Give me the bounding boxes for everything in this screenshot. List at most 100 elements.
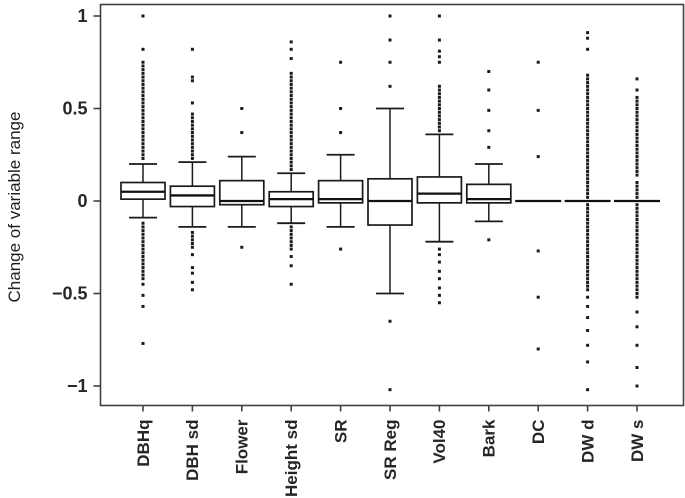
outlier-dot xyxy=(190,266,194,270)
outlier-dot xyxy=(635,203,639,207)
outlier-dot xyxy=(586,114,590,118)
outlier-dot xyxy=(289,105,293,109)
outlier-dot xyxy=(635,236,639,240)
outlier-dot xyxy=(141,255,145,258)
outlier-dot xyxy=(141,134,145,138)
outlier-dot xyxy=(635,132,639,136)
outlier-dot xyxy=(190,280,194,284)
outlier-dot xyxy=(635,221,639,225)
outlier-dot xyxy=(141,90,145,94)
y-tick-label: −1 xyxy=(67,376,88,396)
outlier-dot xyxy=(289,112,293,116)
outlier-dot xyxy=(635,110,639,114)
x-tick-label: Height sd xyxy=(282,420,301,497)
outlier-dot xyxy=(289,86,293,90)
x-tick-label: Flower xyxy=(233,419,252,474)
outlier-dot xyxy=(437,301,441,305)
outliers xyxy=(586,31,590,392)
outlier-dot xyxy=(437,247,441,251)
outlier-dot xyxy=(635,240,639,244)
outlier-dot xyxy=(586,288,590,292)
outlier-dot xyxy=(586,192,590,196)
outlier-dot xyxy=(141,232,145,236)
outlier-dot xyxy=(635,232,639,236)
outlier-dot xyxy=(190,101,194,105)
outlier-dot xyxy=(586,125,590,129)
box-bark xyxy=(465,70,512,242)
outlier-dot xyxy=(635,295,639,299)
y-axis-title: Change of variable range xyxy=(5,111,24,303)
outlier-dot xyxy=(437,253,441,257)
outlier-dot xyxy=(635,144,639,147)
outlier-dot xyxy=(388,319,392,323)
outlier-dot xyxy=(437,277,441,281)
outliers xyxy=(388,14,392,392)
outlier-dot xyxy=(586,88,590,92)
outlier-dot xyxy=(289,149,293,153)
outlier-dot xyxy=(289,229,293,233)
outlier-dot xyxy=(437,103,441,107)
outlier-dot xyxy=(586,221,590,225)
outlier-dot xyxy=(141,82,145,86)
outlier-dot xyxy=(635,121,639,125)
outlier-dot xyxy=(289,82,293,86)
outlier-dot xyxy=(635,103,639,107)
outlier-dot xyxy=(141,156,145,160)
outlier-dot xyxy=(635,266,639,270)
outlier-dot xyxy=(141,277,145,281)
outlier-dot xyxy=(586,147,590,151)
outlier-dot xyxy=(586,73,590,77)
outlier-dot xyxy=(289,232,293,236)
x-tick-label: SR Reg xyxy=(381,420,400,480)
outlier-dot xyxy=(635,181,639,184)
outlier-dot xyxy=(437,286,441,290)
outlier-dot xyxy=(635,107,639,110)
outlier-dot xyxy=(289,282,293,286)
outlier-dot xyxy=(586,169,590,173)
outlier-dot xyxy=(586,262,590,266)
outlier-dot xyxy=(586,110,590,114)
outlier-dot xyxy=(635,140,639,144)
y-tick-label: 0.5 xyxy=(62,99,87,119)
outlier-dot xyxy=(586,77,590,81)
outlier-dot xyxy=(586,236,590,240)
outlier-dot xyxy=(289,142,293,146)
outlier-dot xyxy=(141,273,145,277)
outlier-dot xyxy=(586,269,590,273)
outlier-dot xyxy=(289,153,293,157)
outlier-dot xyxy=(141,258,145,262)
outlier-dot xyxy=(190,142,194,146)
outlier-dot xyxy=(141,236,145,240)
x-axis: DBHq DBH sd Flower Height sd SR SR Reg Vol40 Ba… xyxy=(134,405,647,497)
outlier-dot xyxy=(141,127,145,131)
outlier-dot xyxy=(635,343,639,347)
outlier-dot xyxy=(586,184,590,188)
outlier-dot xyxy=(635,258,639,262)
iqr-box xyxy=(416,176,463,204)
outlier-dot xyxy=(437,107,441,110)
outlier-dot xyxy=(190,79,194,83)
outlier-dot xyxy=(586,195,590,199)
outlier-dot xyxy=(289,40,293,44)
outlier-dot xyxy=(190,271,194,275)
outlier-dot xyxy=(536,108,540,112)
outlier-dot xyxy=(586,84,590,88)
outliers xyxy=(635,77,639,388)
outlier-dot xyxy=(635,251,639,255)
outlier-dot xyxy=(289,145,293,149)
outlier-dot xyxy=(586,95,590,99)
box-flower xyxy=(218,107,265,249)
outlier-dot xyxy=(635,118,639,122)
outlier-dot xyxy=(635,129,639,133)
outlier-dot xyxy=(289,97,293,101)
outliers xyxy=(339,60,343,251)
outlier-dot xyxy=(635,206,639,210)
outlier-dot xyxy=(586,99,590,103)
outlier-dot xyxy=(635,218,639,221)
outlier-dot xyxy=(635,166,639,170)
outlier-dot xyxy=(635,184,639,188)
outlier-dot xyxy=(289,71,293,75)
box-sr xyxy=(317,60,364,251)
outliers xyxy=(536,60,540,351)
